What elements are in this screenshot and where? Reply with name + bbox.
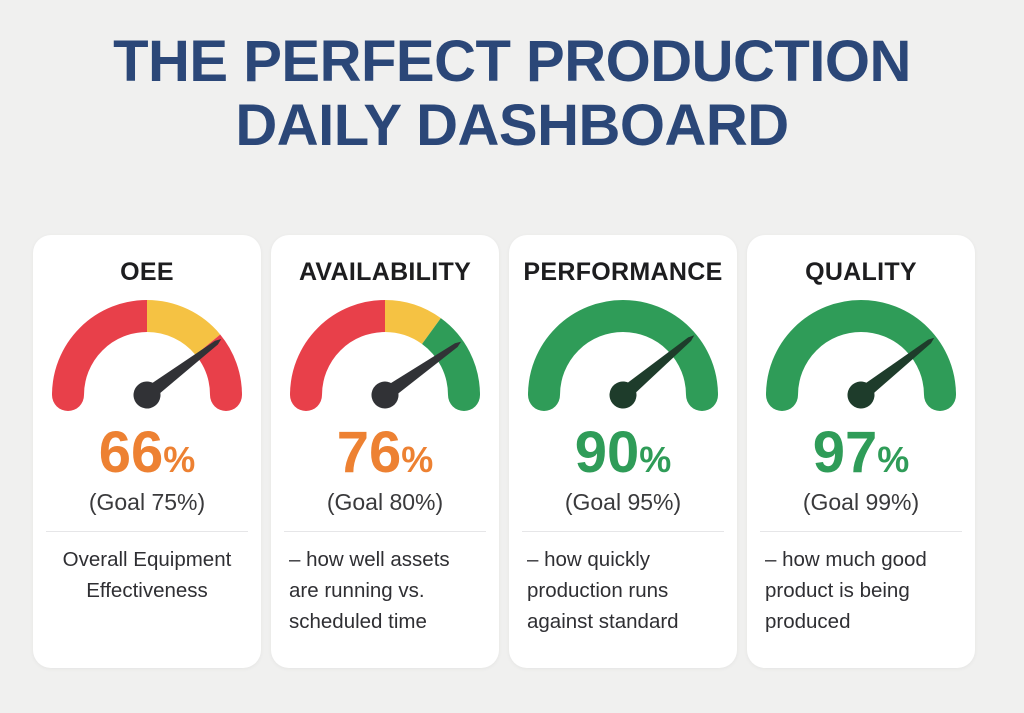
gauge-arc-segment (421, 318, 480, 396)
gauge-arc-segment (52, 300, 148, 396)
gauge-needle (847, 337, 935, 409)
metric-value-number: 66 (98, 420, 164, 485)
metric-description: – how well assets are running vs. schedu… (289, 548, 450, 633)
metric-goal: (Goal 99%) (802, 489, 920, 515)
gauge-needle (371, 341, 462, 409)
page-title-line2: DAILY DASHBOARD (235, 92, 789, 158)
page-title-line1: THE PERFECT PRODUCTION (113, 29, 911, 94)
card-oee: OEE 66% (Goal 75%) Overall Equipment Eff… (33, 235, 261, 668)
metric-value-number: 97 (812, 420, 878, 485)
metric-title: AVAILABILITY (298, 258, 472, 286)
percent-sign: % (401, 439, 434, 480)
metric-value-number: 76 (336, 420, 402, 485)
metric-value-number: 90 (574, 420, 640, 485)
card-performance: PERFORMANCE 90% (Goal 95%) – how quickly… (509, 235, 737, 668)
metric-value: 97% (747, 424, 975, 482)
metric-title: OEE (120, 258, 174, 286)
gauge-chart (528, 300, 718, 411)
gauge-needle-pivot (371, 381, 399, 409)
gauge-arc-segment (384, 300, 441, 345)
gauge-chart (52, 300, 242, 411)
metric-value: 66% (33, 424, 261, 482)
metric-value: 76% (271, 424, 499, 482)
divider (46, 531, 248, 532)
gauge-arc-segment (195, 334, 242, 396)
gauge-arc-segment (766, 300, 956, 396)
gauge-needle (609, 335, 695, 409)
divider (522, 531, 724, 532)
page-title: THE PERFECT PRODUCTION DAILY DASHBOARD (10, 30, 1014, 158)
gauge-arc-segment (146, 300, 221, 356)
percent-sign: % (639, 439, 672, 480)
gauge-arc-segment (290, 300, 386, 396)
card-quality: QUALITY 97% (Goal 99%) – how much good p… (747, 235, 975, 668)
dashboard-cards: OEE 66% (Goal 75%) Overall Equipment Eff… (33, 235, 975, 668)
percent-sign: % (163, 439, 196, 480)
gauge-needle-pivot (133, 381, 161, 409)
divider (760, 531, 962, 532)
gauge-needle (133, 339, 222, 409)
gauge-needle-pivot (847, 381, 875, 409)
percent-sign: % (877, 439, 910, 480)
card-availability: AVAILABILITY 76% (Goal 80%) – how well a… (271, 235, 499, 668)
divider (284, 531, 486, 532)
metric-value: 90% (509, 424, 737, 482)
metric-description: – how much good product is being produce… (765, 548, 927, 633)
metric-description: – how quickly production runs against st… (527, 548, 679, 633)
metric-description: Overall Equipment Effectiveness (62, 548, 232, 602)
metric-title: PERFORMANCE (523, 258, 723, 286)
gauge-chart (766, 300, 956, 411)
metric-goal: (Goal 75%) (88, 489, 206, 515)
gauge-arc-segment (528, 300, 718, 396)
gauge-needle-pivot (609, 381, 637, 409)
metric-goal: (Goal 95%) (564, 489, 682, 515)
metric-goal: (Goal 80%) (326, 489, 444, 515)
metric-title: QUALITY (805, 258, 917, 286)
gauge-chart (290, 300, 480, 411)
